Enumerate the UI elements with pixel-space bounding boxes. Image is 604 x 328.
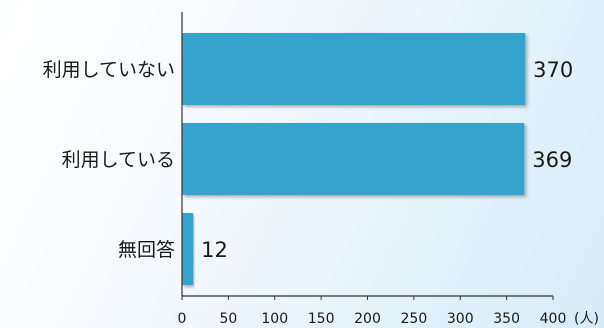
- category-label: 利用している: [62, 149, 175, 171]
- value-label: 369: [532, 148, 572, 172]
- bar-2: [182, 213, 194, 285]
- x-tick-label: 50: [219, 311, 237, 327]
- value-label: 12: [201, 238, 228, 262]
- axis-layer: [181, 12, 554, 300]
- category-label: 無回答: [118, 239, 175, 261]
- x-unit-label: (人): [574, 311, 599, 327]
- x-tick-label: 300: [447, 311, 474, 327]
- category-label: 利用していない: [43, 59, 175, 81]
- x-tick-label: 350: [493, 311, 520, 327]
- x-tick-label: 150: [308, 311, 335, 327]
- bar-0: [182, 33, 526, 105]
- labels-layer: 利用していない 370 利用している 369 無回答 12 0 50 100 150 200 250 3…: [43, 58, 599, 327]
- x-tick-label: 200: [354, 311, 381, 327]
- x-tick-label: 0: [178, 311, 187, 327]
- bars-layer: [182, 33, 526, 285]
- x-tick-label: 400: [540, 311, 567, 327]
- bar-1: [182, 123, 525, 195]
- x-tick-label: 100: [261, 311, 288, 327]
- value-label: 370: [533, 58, 573, 82]
- x-tick-label: 250: [401, 311, 428, 327]
